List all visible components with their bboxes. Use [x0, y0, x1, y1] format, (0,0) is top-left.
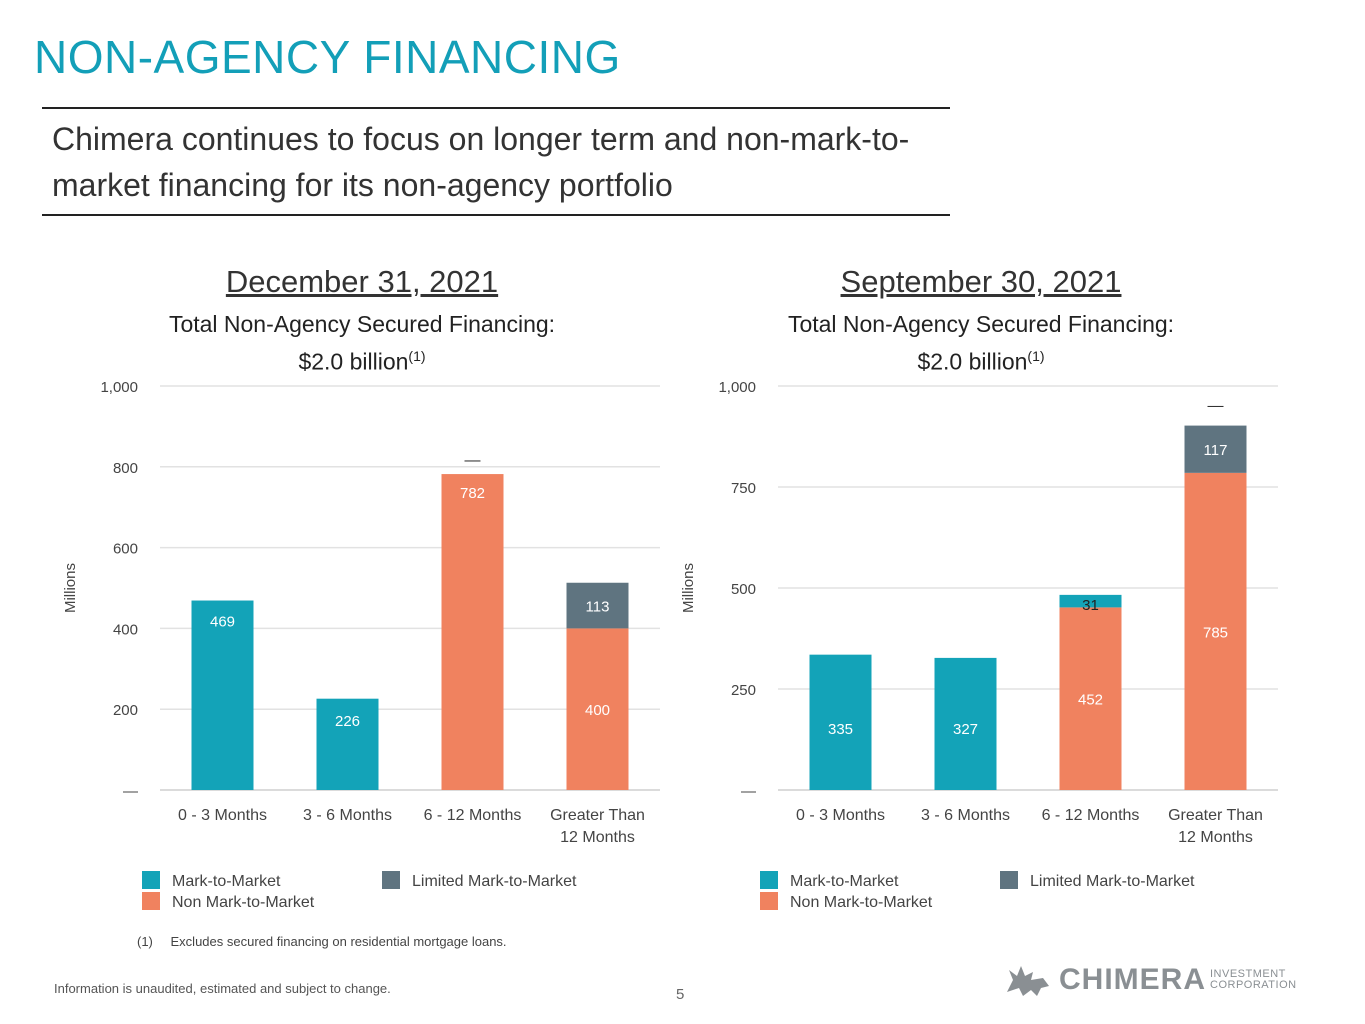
legend-item-nmtm: Non Mark-to-Market [142, 892, 314, 912]
bar-mark-to-market [191, 600, 254, 790]
x-tick-label: 6 - 12 Months [1042, 807, 1140, 824]
disclaimer: Information is unaudited, estimated and … [54, 981, 391, 996]
footnote-marker: (1) [137, 934, 153, 949]
chart-sep-2021: — 250 500 750 1,000 Millions 335 0 - 3 Months 32… [680, 379, 1278, 846]
bar-non-mark-to-market [1059, 607, 1122, 790]
footnote-text: Excludes secured financing on residentia… [170, 934, 507, 949]
bar-mark-to-market [316, 698, 379, 790]
legend-sep: Mark-to-Market Non Mark-to-Market [760, 871, 932, 912]
bar-value-label: 469 [210, 614, 235, 631]
y-tick-label: 250 [731, 682, 756, 699]
total-value: $2.0 billion [917, 348, 1028, 375]
total-footnote-ref: (1) [1027, 348, 1045, 364]
top-divider [42, 107, 950, 109]
bar-value-label: 785 [1203, 624, 1228, 641]
bar-limited-mark-to-market [1184, 425, 1247, 473]
legend-swatch [760, 892, 778, 910]
x-tick-label: 12 Months [1178, 829, 1253, 846]
legend-label: Mark-to-Market [172, 873, 281, 890]
bar-non-mark-to-market [566, 628, 629, 790]
page-number: 5 [676, 986, 685, 1003]
legend-dec-limited: Limited Mark-to-Market [382, 871, 576, 891]
x-tick-label: 0 - 3 Months [178, 807, 267, 824]
legend-swatch [382, 871, 400, 889]
legend-label: Non Mark-to-Market [172, 894, 315, 911]
x-tick-label: 6 - 12 Months [424, 807, 522, 824]
company-logo: CHIMERA INVESTMENT CORPORATION [1003, 962, 1297, 998]
y-tick-label: 1,000 [100, 379, 138, 396]
chart-header-sep: September 30, 2021 Total Non-Agency Secu… [701, 262, 1261, 378]
total-footnote-ref: (1) [408, 348, 426, 364]
footnote: (1) Excludes secured financing on reside… [137, 934, 507, 949]
x-tick-label: 3 - 6 Months [921, 807, 1010, 824]
y-axis-label: Millions [680, 563, 697, 613]
legend-swatch [1000, 871, 1018, 889]
y-tick-label: 800 [113, 460, 138, 477]
chart-dec-2021: — 200 400 600 800 1,000 Millions 469 0 - 3 Month… [62, 379, 660, 846]
bar-value-label: 113 [586, 599, 610, 616]
bar-value-label: 226 [335, 713, 360, 730]
bar-annotation: — [1208, 397, 1224, 414]
bar-value-label: 117 [1204, 442, 1228, 459]
bar-value-label: 782 [460, 485, 485, 502]
bar-mark-to-market [809, 654, 872, 790]
y-tick-label: 400 [113, 621, 138, 638]
chart-date: September 30, 2021 [840, 264, 1122, 299]
legend-dec: Mark-to-Market Non Mark-to-Market [142, 871, 314, 912]
y-axis-label: Millions [62, 563, 79, 613]
y-tick-label: 500 [731, 581, 756, 598]
bar-limited-mark-to-market [566, 582, 629, 629]
legend-item-nmtm: Non Mark-to-Market [760, 892, 932, 912]
bottom-divider [42, 214, 950, 216]
bar-value-label: 400 [585, 702, 610, 719]
page-title: NON-AGENCY FINANCING [34, 31, 621, 83]
legend-label: Mark-to-Market [790, 873, 899, 890]
y-tick-label: 200 [113, 702, 138, 719]
logo-corporation: INVESTMENT CORPORATION [1210, 969, 1297, 991]
page-subtitle: Chimera continues to focus on longer ter… [52, 121, 910, 203]
bar-mark-to-market [1059, 594, 1122, 608]
logo-corp-line2: CORPORATION [1210, 979, 1297, 991]
chimera-creature-icon [1007, 966, 1049, 996]
chart-header-dec: December 31, 2021 Total Non-Agency Secur… [82, 262, 642, 378]
y-tick-label: 750 [731, 480, 756, 497]
bar-value-label: 31 [1082, 597, 1099, 614]
x-tick-label: 3 - 6 Months [303, 807, 392, 824]
bar-annotation: — [465, 452, 481, 469]
x-tick-label: Greater Than [1168, 807, 1263, 824]
legend-label: Limited Mark-to-Market [412, 873, 577, 890]
total-value-line: $2.0 billion(1) [82, 340, 642, 378]
x-tick-label: 12 Months [560, 829, 635, 846]
total-label: Total Non-Agency Secured Financing: [787, 311, 1175, 337]
bar-value-label: 327 [953, 721, 978, 738]
legend-item-mtm: Mark-to-Market [760, 871, 932, 891]
bar-non-mark-to-market [441, 474, 504, 790]
total-value-line: $2.0 billion(1) [701, 340, 1261, 378]
legend-sep-limited: Limited Mark-to-Market [1000, 871, 1194, 891]
bar-non-mark-to-market [1184, 472, 1247, 790]
y-tick-label: 1,000 [718, 379, 756, 396]
legend-swatch [142, 892, 160, 910]
logo-corp-line1: INVESTMENT [1210, 968, 1286, 980]
bar-mark-to-market [934, 657, 997, 790]
total-value: $2.0 billion [298, 348, 409, 375]
legend-label: Non Mark-to-Market [790, 894, 933, 911]
logo-name: CHIMERA [1059, 963, 1206, 996]
bar-value-label: 452 [1078, 692, 1103, 709]
chart-date: December 31, 2021 [225, 264, 499, 299]
bar-value-label: 335 [828, 721, 853, 738]
x-tick-label: 0 - 3 Months [796, 807, 885, 824]
legend-label: Limited Mark-to-Market [1030, 873, 1195, 890]
y-tick-label: — [741, 783, 756, 800]
legend-swatch [760, 871, 778, 889]
legend-swatch [142, 871, 160, 889]
legend-item-mtm: Mark-to-Market [142, 871, 314, 891]
y-tick-label: — [123, 783, 138, 800]
y-tick-label: 600 [113, 541, 138, 558]
x-tick-label: Greater Than [550, 807, 645, 824]
total-label: Total Non-Agency Secured Financing: [168, 311, 556, 337]
